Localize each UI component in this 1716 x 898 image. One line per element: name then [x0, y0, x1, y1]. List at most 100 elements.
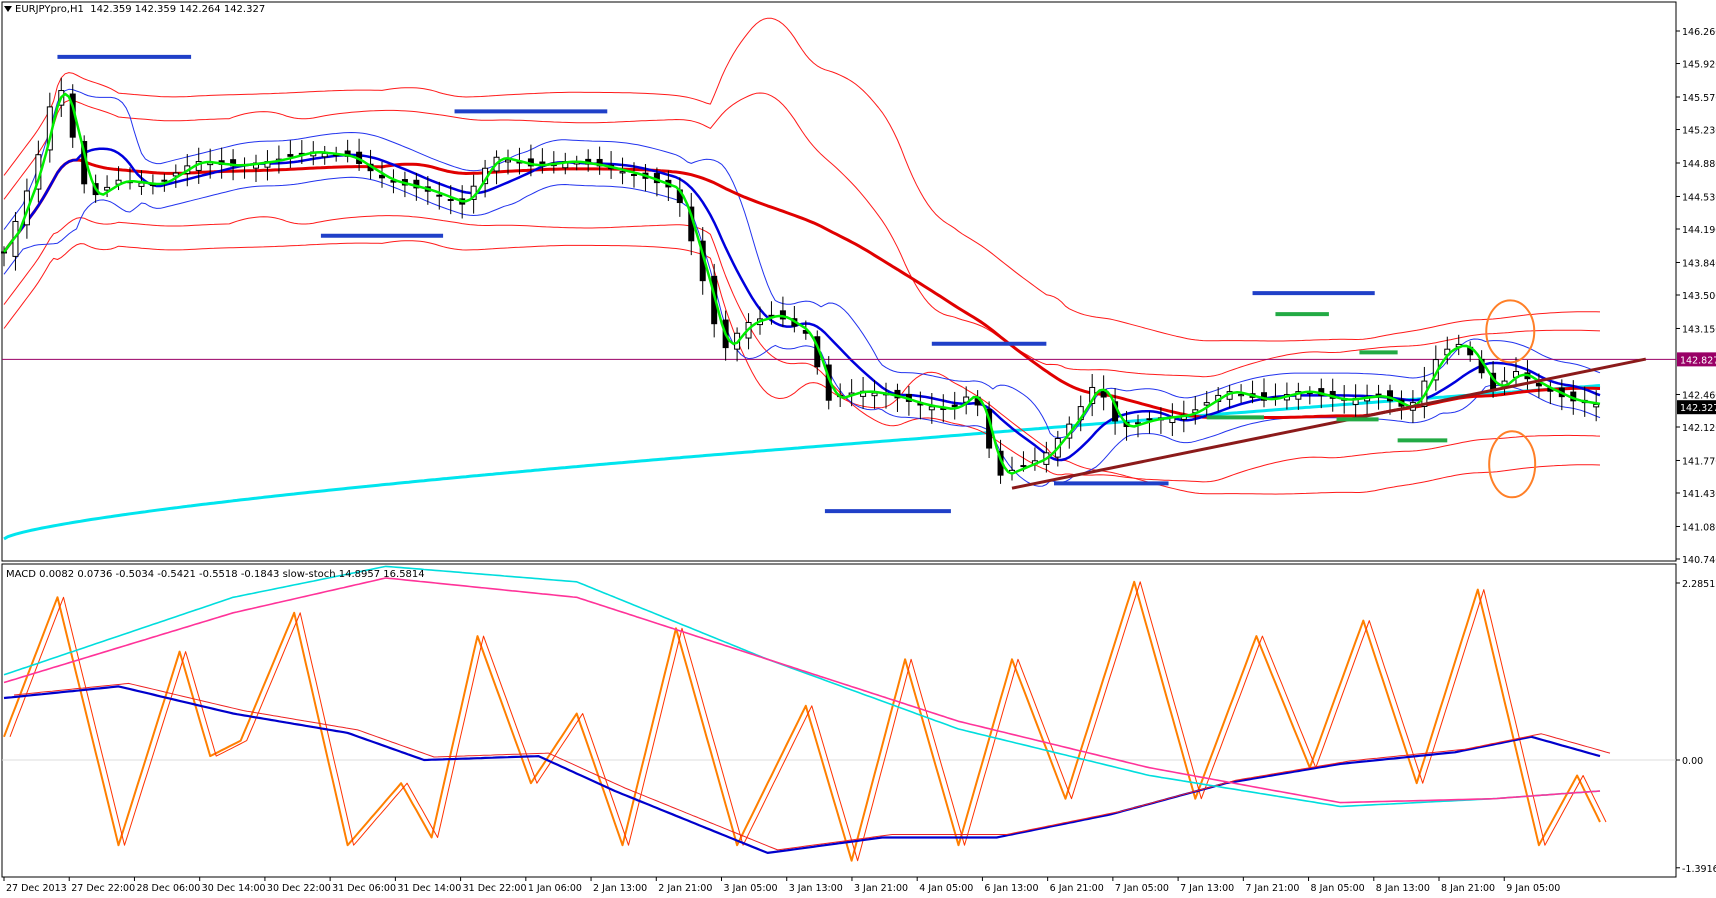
indicator-header: MACD 0.0082 0.0736 -0.5034 -0.5421 -0.55…: [6, 569, 425, 580]
time-tick-label: 28 Dec 06:00: [136, 883, 200, 894]
price-tick-label: 143.500: [1682, 291, 1716, 302]
price-tick-label: 141.770: [1682, 456, 1716, 467]
indicator-axis: 2.2851 0.00 -1.3916: [1676, 579, 1716, 875]
price-tick-label: 144.190: [1682, 225, 1716, 236]
candle-body: [172, 172, 179, 177]
candle-body: [161, 179, 168, 182]
ma-fast-line: [2, 92, 1601, 475]
envelope-mid-upper: [3, 92, 1601, 378]
price-tag-bg: [1677, 400, 1716, 415]
trendline: [1011, 357, 1647, 490]
header-triangle-icon[interactable]: [4, 6, 12, 12]
indicator-tick-label: 2.2851: [1682, 579, 1715, 590]
candle-body: [447, 198, 454, 201]
time-tick-label: 2 Jan 13:00: [593, 883, 647, 894]
candle-body: [1203, 402, 1210, 406]
candle-body: [871, 392, 878, 397]
ma-long-line: [3, 384, 1601, 541]
series-stoch-signal: [9, 581, 1607, 862]
candle-body: [951, 404, 958, 408]
candle-body: [1387, 390, 1393, 402]
price-tick-label: 145.570: [1682, 93, 1716, 104]
candle-body: [1020, 465, 1027, 468]
highlight-circle-upper: [1485, 299, 1536, 364]
time-tick-label: 3 Jan 13:00: [789, 883, 843, 894]
time-tick-label: 3 Jan 05:00: [724, 883, 778, 894]
time-tick-label: 9 Jan 05:00: [1506, 883, 1560, 894]
candle-body: [631, 173, 637, 176]
envelope-mid-lower: [3, 215, 1601, 483]
price-tag-bg: [1677, 352, 1716, 367]
series-macd-slow: [3, 565, 1601, 808]
time-tick-label: 4 Jan 05:00: [919, 883, 973, 894]
candle-body: [379, 174, 385, 179]
band-inner-upper: [3, 88, 1601, 439]
price-tick-label: 146.260: [1682, 27, 1716, 38]
time-tick-label: 31 Dec 14:00: [397, 883, 461, 894]
candle: [287, 140, 294, 168]
time-tick-label: 3 Jan 21:00: [854, 883, 908, 894]
candle: [928, 392, 935, 424]
time-tick-label: 2 Jan 21:00: [658, 883, 712, 894]
candle-body: [287, 154, 294, 157]
candle: [505, 149, 511, 175]
price-tick-label: 144.530: [1682, 192, 1716, 203]
candle: [631, 162, 637, 188]
price-tick-label: 141.080: [1682, 522, 1716, 533]
time-tick-label: 27 Dec 22:00: [71, 883, 135, 894]
symbol-label: EURJPYpro,H1: [15, 4, 84, 15]
price-tick-label: 140.740: [1682, 555, 1716, 566]
price-tag-label: 142.827: [1680, 355, 1716, 366]
ma-slow-line: [2, 158, 1601, 419]
candle-body: [928, 406, 935, 411]
time-tick-label: 30 Dec 22:00: [267, 883, 331, 894]
price-tick-label: 142.120: [1682, 423, 1716, 434]
candle-body: [1146, 418, 1153, 421]
band-inner-lower: [3, 176, 1601, 487]
symbol-header: EURJPYpro,H1 142.359 142.359 142.264 142…: [4, 4, 265, 15]
candle: [951, 391, 958, 420]
series-macd-signal: [13, 682, 1611, 851]
time-tick-label: 6 Jan 21:00: [1050, 883, 1104, 894]
price-tick-label: 144.880: [1682, 159, 1716, 170]
price-tick-label: 143.150: [1682, 324, 1716, 335]
price-panel: [1, 1, 1677, 562]
candle-body: [1238, 393, 1245, 397]
time-tick-label: 1 Jan 06:00: [528, 883, 582, 894]
price-tick-label: 141.430: [1682, 489, 1716, 500]
envelope-outer-lower: [3, 240, 1601, 495]
candle-body: [1593, 403, 1600, 408]
series-slow-stoch-main: [3, 580, 1601, 862]
envelope-outer-upper: [3, 17, 1601, 342]
candle-body: [1, 251, 7, 254]
candle: [172, 164, 179, 188]
time-tick-label: 8 Jan 13:00: [1376, 883, 1430, 894]
bollinger-bands: [3, 17, 1601, 495]
price-tick-label: 143.840: [1682, 258, 1716, 269]
candle: [1203, 390, 1210, 416]
price-tick-label: 142.460: [1682, 390, 1716, 401]
candle-body: [619, 171, 626, 174]
time-tick-label: 6 Jan 13:00: [984, 883, 1038, 894]
current-price-tag: 142.327: [1677, 400, 1716, 415]
time-axis: 27 Dec 2013 27 Dec 22:00 28 Dec 06:00 30 De…: [3, 877, 1560, 894]
candle-body: [436, 194, 443, 197]
candle-body: [1535, 382, 1542, 387]
time-tick-label: 8 Jan 05:00: [1311, 883, 1365, 894]
candle: [436, 181, 443, 210]
time-tick-label: 7 Jan 21:00: [1245, 883, 1299, 894]
price-tag-label: 142.327: [1680, 403, 1716, 414]
indicator-lines: [3, 565, 1611, 862]
time-tick-label: 27 Dec 2013: [6, 883, 67, 894]
indicator-tick-label: -1.3916: [1682, 864, 1716, 875]
highlight-circle-lower: [1488, 430, 1537, 499]
price-tick-label: 145.230: [1682, 126, 1716, 137]
time-tick-label: 8 Jan 21:00: [1441, 883, 1495, 894]
series-macd-main: [3, 685, 1601, 855]
time-tick-label: 31 Dec 22:00: [463, 883, 527, 894]
price-axis: 146.260 145.920 145.570 145.230 144.880 144.5…: [1676, 27, 1716, 566]
candle-body: [505, 159, 511, 163]
candle: [447, 185, 454, 215]
time-tick-label: 30 Dec 14:00: [202, 883, 266, 894]
